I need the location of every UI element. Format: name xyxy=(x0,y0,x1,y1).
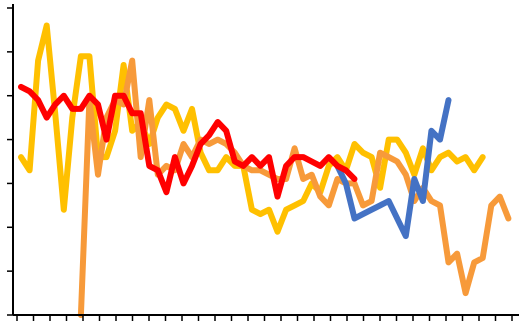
series-line-4 xyxy=(18,83,358,200)
axis-layer xyxy=(7,4,519,321)
series-line-3 xyxy=(334,97,452,240)
series-line-2 xyxy=(77,57,512,318)
series-layer xyxy=(18,22,512,318)
